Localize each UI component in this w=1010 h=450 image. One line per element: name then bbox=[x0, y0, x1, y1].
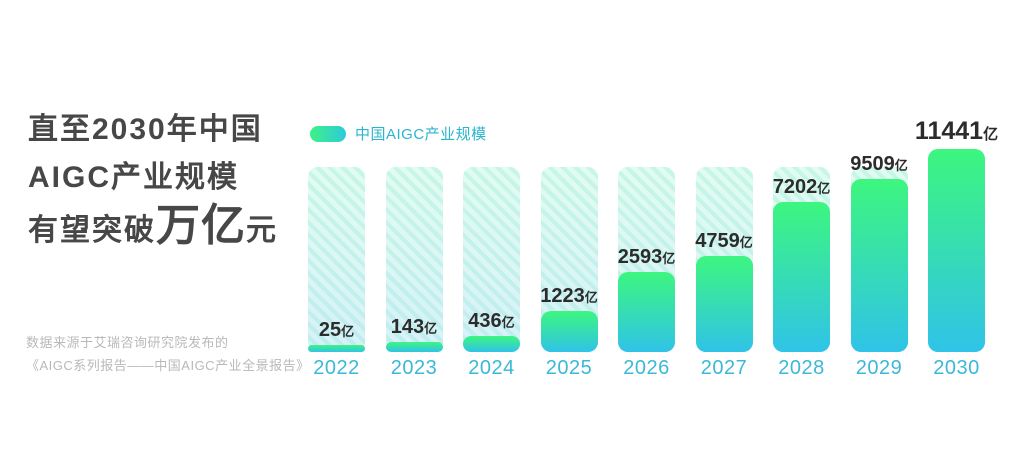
year-label-2027: 2027 bbox=[700, 357, 748, 379]
bar-2026 bbox=[618, 272, 675, 352]
value-label-2026: 2593亿 bbox=[618, 247, 676, 267]
year-label-2029: 2029 bbox=[855, 357, 903, 379]
chart-column-2029: 9509亿 2029 bbox=[850, 154, 908, 378]
value-unit: 亿 bbox=[817, 181, 831, 196]
value-number: 11441 bbox=[914, 117, 984, 145]
source-line2: 《AIGC系列报告——中国AIGC产业全景报告》 bbox=[26, 358, 310, 373]
value-number: 1223 bbox=[540, 285, 585, 307]
column-track-2022 bbox=[308, 167, 365, 352]
headline-line3: 有望突破万亿元 bbox=[28, 202, 278, 255]
value-unit: 亿 bbox=[983, 126, 999, 143]
bar-2027 bbox=[695, 256, 753, 352]
chart-column-2028: 7202亿 2028 bbox=[773, 167, 831, 378]
legend-swatch-icon bbox=[310, 125, 346, 142]
value-label-2022: 25亿 bbox=[319, 320, 354, 340]
value-unit: 亿 bbox=[424, 321, 438, 336]
year-label-2026: 2026 bbox=[623, 357, 670, 379]
value-number: 4759 bbox=[695, 230, 740, 252]
column-track-2024 bbox=[463, 167, 520, 352]
value-label-2024: 436亿 bbox=[468, 311, 514, 331]
legend-label: 中国AIGC产业规模 bbox=[355, 126, 487, 143]
value-label-2025: 1223亿 bbox=[540, 286, 598, 306]
headline: 直至2030年中国 AIGC产业规模 有望突破万亿元 bbox=[28, 106, 278, 255]
value-unit: 亿 bbox=[739, 235, 753, 250]
year-label-2024: 2024 bbox=[468, 357, 515, 379]
chart-column-2025: 1223亿 2025 bbox=[540, 167, 598, 378]
value-number: 143 bbox=[390, 316, 425, 338]
year-label-2025: 2025 bbox=[545, 357, 593, 379]
chart-column-2023: 143亿 2023 bbox=[385, 167, 443, 378]
value-label-2023: 143亿 bbox=[391, 317, 437, 337]
bar-2029 bbox=[850, 179, 908, 352]
value-number: 25 bbox=[318, 319, 342, 341]
value-unit: 亿 bbox=[662, 251, 676, 266]
value-unit: 亿 bbox=[584, 290, 598, 305]
bar-chart: 25亿 2022 143亿 2023 436亿 2024 1223亿 2025 2593亿 202… bbox=[308, 119, 998, 379]
year-label-2022: 2022 bbox=[313, 357, 360, 379]
value-unit: 亿 bbox=[894, 158, 908, 173]
value-unit: 亿 bbox=[501, 315, 515, 330]
source-line1: 数据来源于艾瑞咨询研究院发布的 bbox=[26, 335, 229, 350]
value-label-2029: 9509亿 bbox=[850, 154, 908, 174]
value-label-2027: 4759亿 bbox=[695, 231, 753, 251]
value-label-2028: 7202亿 bbox=[773, 177, 831, 197]
value-number: 7202 bbox=[772, 176, 818, 198]
headline-line2: AIGC产业规模 bbox=[28, 161, 239, 194]
chart-column-2024: 436亿 2024 bbox=[463, 167, 520, 378]
bar-2025 bbox=[540, 311, 598, 352]
value-number: 436 bbox=[468, 310, 502, 332]
chart-legend: 中国AIGC产业规模 bbox=[310, 123, 487, 144]
headline-line3-highlight: 万亿 bbox=[156, 201, 246, 250]
bar-2024 bbox=[463, 336, 520, 352]
chart-column-2030: 11441亿 2030 bbox=[915, 119, 998, 379]
bar-2023 bbox=[385, 342, 443, 352]
bar-2022 bbox=[308, 345, 365, 352]
headline-line1: 直至2030年中国 bbox=[28, 113, 263, 146]
year-label-2030: 2030 bbox=[933, 357, 980, 379]
chart-column-2022: 25亿 2022 bbox=[308, 167, 365, 378]
bar-2030 bbox=[928, 149, 985, 352]
value-unit: 亿 bbox=[341, 324, 355, 339]
column-track-2023 bbox=[385, 167, 443, 352]
value-number: 9509 bbox=[850, 153, 895, 175]
chart-column-2026: 2593亿 2026 bbox=[618, 167, 676, 378]
headline-line3-suffix: 元 bbox=[246, 214, 278, 247]
headline-line3-prefix: 有望突破 bbox=[28, 214, 156, 247]
value-number: 2593 bbox=[617, 246, 663, 268]
year-label-2023: 2023 bbox=[390, 357, 438, 379]
chart-column-2027: 4759亿 2027 bbox=[695, 167, 753, 378]
bar-2028 bbox=[773, 202, 830, 352]
year-label-2028: 2028 bbox=[778, 357, 825, 379]
source-note: 数据来源于艾瑞咨询研究院发布的 《AIGC系列报告——中国AIGC产业全景报告》 bbox=[26, 331, 310, 377]
value-label-2030: 11441亿 bbox=[915, 119, 998, 144]
